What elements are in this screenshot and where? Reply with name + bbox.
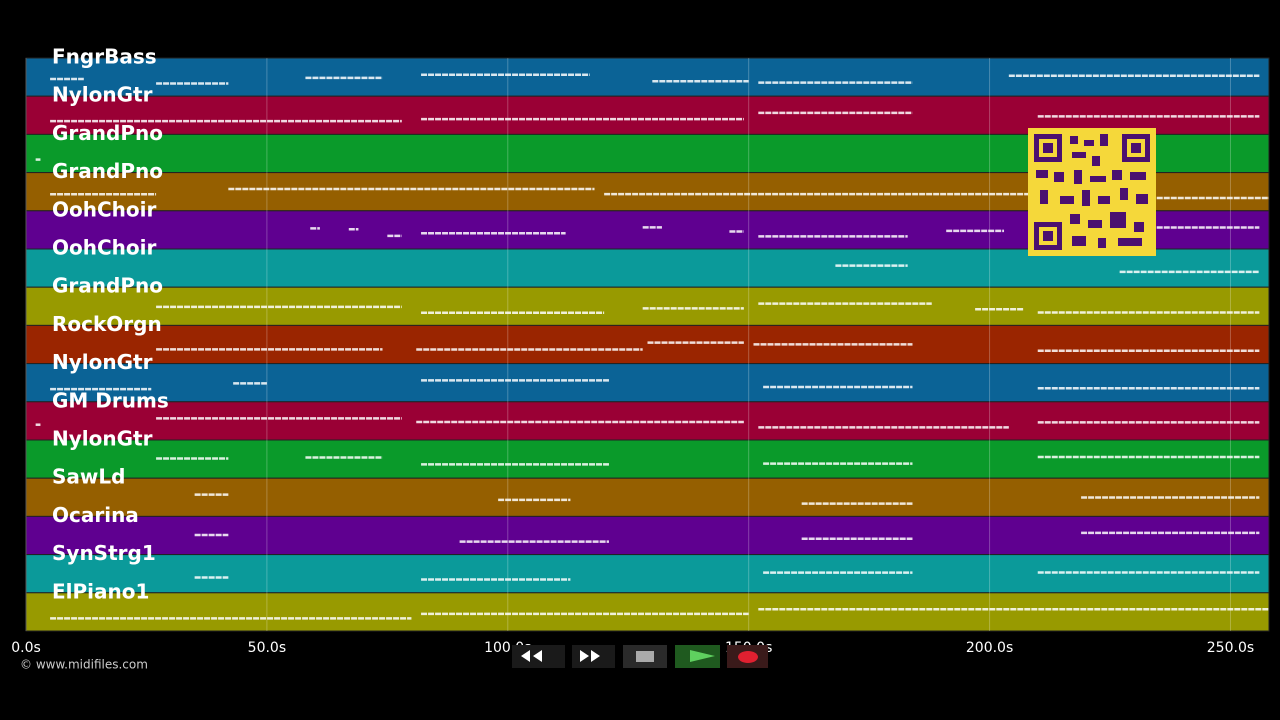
stop-button[interactable] — [623, 645, 667, 668]
forward-button[interactable] — [572, 645, 615, 668]
transport — [512, 645, 768, 668]
x-tick-label: 250.0s — [1207, 640, 1254, 656]
track-label: RockOrgn — [52, 312, 162, 336]
track-labels: FngrBass NylonGtr GrandPno GrandPno OohChoir… — [52, 45, 169, 604]
track-label: FngrBass — [52, 45, 157, 69]
track-label: ElPiano1 — [52, 579, 149, 603]
track-label: SynStrg1 — [52, 541, 156, 565]
track-label: OohChoir — [52, 197, 156, 221]
copyright: © www.midifiles.com — [20, 658, 148, 672]
track-label: NylonGtr — [52, 427, 153, 451]
record-button[interactable] — [727, 645, 768, 668]
qr-code — [1028, 128, 1156, 256]
track-label: Ocarina — [52, 503, 139, 527]
x-tick-label: 50.0s — [248, 640, 286, 656]
track-row — [25, 515, 1270, 556]
track-row — [25, 57, 1270, 97]
track-label: NylonGtr — [52, 350, 153, 374]
track-row — [25, 477, 1270, 517]
track-label: OohChoir — [52, 236, 156, 260]
track-label: GrandPno — [52, 274, 163, 298]
track-row — [25, 324, 1270, 365]
track-label: GM Drums — [52, 388, 169, 412]
rewind-button[interactable] — [512, 645, 565, 668]
play-button[interactable] — [675, 645, 720, 668]
track-label: SawLd — [52, 465, 125, 489]
track-label: GrandPno — [52, 121, 163, 145]
notes — [35, 73, 1269, 620]
track-label: GrandPno — [52, 159, 163, 183]
grid — [25, 58, 1231, 631]
track-row — [25, 363, 1270, 403]
x-tick-label: 200.0s — [966, 640, 1013, 656]
track-row — [25, 592, 1270, 632]
track-label: NylonGtr — [52, 83, 153, 107]
x-tick-label: 0.0s — [11, 640, 41, 656]
